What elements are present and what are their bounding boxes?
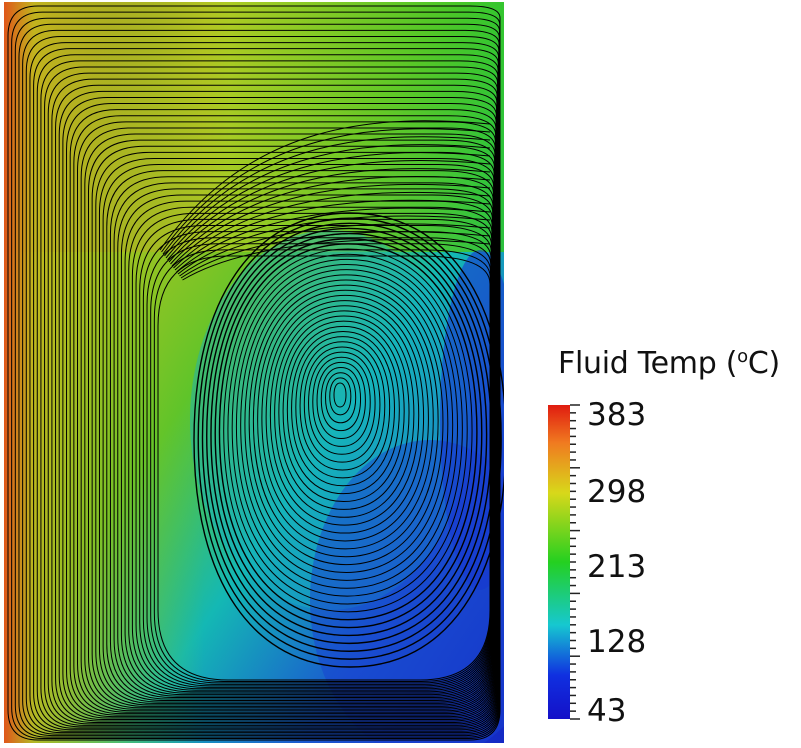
streamline <box>235 264 459 589</box>
streamline <box>193 212 504 668</box>
tick-label-128: 128 <box>587 624 647 660</box>
streamline <box>180 231 491 279</box>
streamline <box>265 300 425 534</box>
streamline <box>261 294 429 542</box>
streamline <box>170 175 491 265</box>
streamline <box>303 346 381 463</box>
streamline <box>282 320 405 503</box>
streamline <box>269 305 420 526</box>
streamline <box>278 315 410 510</box>
streamline <box>214 238 483 629</box>
streamline <box>295 336 391 479</box>
streamline <box>223 248 473 613</box>
streamline <box>308 351 376 455</box>
streamline <box>320 367 362 432</box>
streamline <box>316 361 366 440</box>
streamline <box>240 269 454 581</box>
streamline <box>173 191 491 269</box>
streamline <box>162 136 491 255</box>
legend-title: Fluid Temp (oC) <box>558 346 780 381</box>
streamline <box>248 279 444 566</box>
streamline <box>157 255 491 681</box>
streamline <box>329 377 352 416</box>
tick-label-213: 213 <box>587 549 647 585</box>
streamline <box>164 144 491 257</box>
streamline <box>312 356 371 447</box>
streamline <box>168 167 491 263</box>
streamline <box>252 284 439 558</box>
streamline <box>171 183 491 267</box>
streamline <box>206 227 493 645</box>
streamline <box>182 239 491 281</box>
streamline <box>257 289 434 550</box>
colorbar <box>548 405 570 719</box>
tick-label-43: 43 <box>587 693 627 729</box>
streamline <box>218 243 478 621</box>
streamline <box>299 341 386 471</box>
streamline <box>201 222 498 652</box>
streamline <box>179 223 491 277</box>
streamline <box>167 160 491 261</box>
streamline <box>159 120 491 251</box>
streamline <box>244 274 449 573</box>
streamline <box>174 199 491 271</box>
streamline <box>291 330 395 487</box>
streamline <box>210 232 488 637</box>
streamline <box>274 310 415 518</box>
streamline <box>227 253 468 605</box>
streamline <box>176 207 491 273</box>
tick-label-383: 383 <box>587 397 647 433</box>
streamline <box>286 325 400 495</box>
tick-label-298: 298 <box>587 474 647 510</box>
streamline <box>165 152 491 259</box>
streamline <box>197 217 502 660</box>
colorbar-ticks <box>570 404 580 720</box>
streamlines <box>7 5 504 741</box>
streamline <box>231 258 463 597</box>
streamline <box>161 128 491 253</box>
streamline <box>177 215 491 275</box>
streamline <box>333 382 347 408</box>
streamline <box>325 372 357 424</box>
